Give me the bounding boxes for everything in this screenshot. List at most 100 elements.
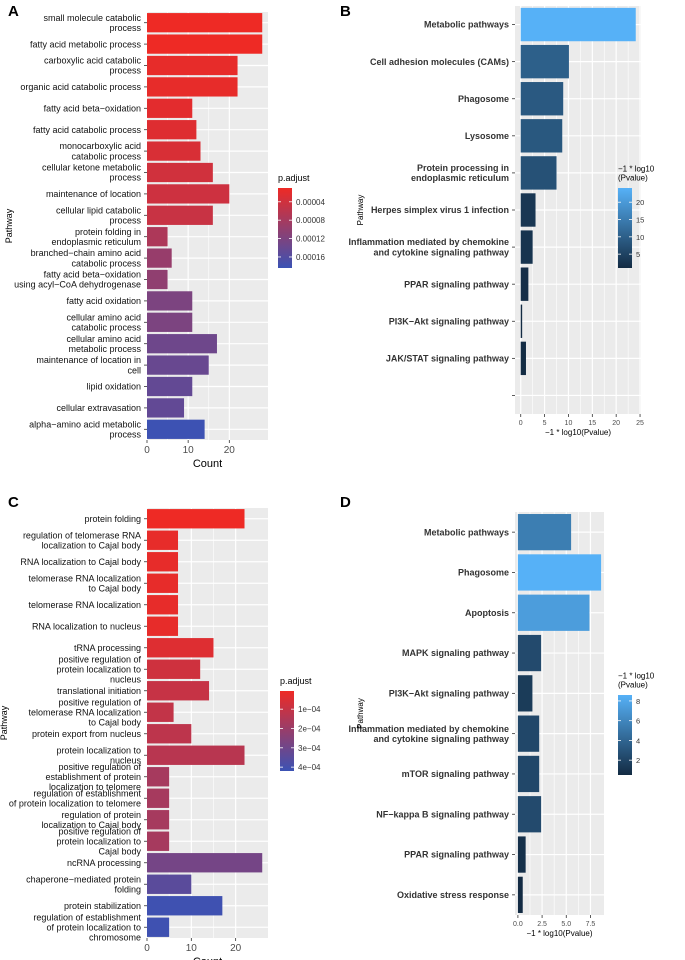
bar [147,638,214,658]
category-label-line: positive regulation of [58,826,141,836]
category-label-line: PPAR signaling pathway [404,850,509,860]
bar [517,675,533,712]
category-label: regulation of establishment of protein lo… [9,788,142,808]
legend-title: p.adjust [278,173,310,183]
category-label: cellular ketone metabolic process [42,163,142,183]
category-label: lipid oxidation [86,382,141,392]
bar [147,205,213,225]
category-label: positive regulation of protein localizati… [56,654,141,684]
category-label-line: Inflammation mediated by chemokine [348,724,509,734]
bar [517,594,590,631]
category-label-line: regulation of telomerase RNA [23,530,141,540]
category-label-line: Lysosome [465,131,509,141]
category-label-line: fatty acid catabolic process [33,125,142,135]
category-label-line: protein localization to [56,664,141,674]
category-label: fatty acid metabolic process [30,39,142,49]
category-label-line: protein folding [84,514,141,524]
bar [147,853,263,873]
category-label: protein stabilization [64,901,141,911]
category-label-line: of protein localization to telomere [9,798,141,808]
legend-colorbar [618,695,632,775]
bar [147,248,172,268]
category-label-line: protein stabilization [64,901,141,911]
bars [147,13,263,439]
category-label: PI3K−Akt signaling pathway [389,689,509,699]
bar [147,269,168,290]
category-label: translational initiation [57,686,141,696]
category-label-line: NF−kappa B signaling pathway [376,809,509,819]
legend-title-line: p.adjust [280,676,312,686]
category-label: fatty acid beta−oxidation using acyl−CoA … [14,270,141,290]
bar [520,156,557,190]
bar [147,227,168,247]
category-label-line: MAPK signaling pathway [402,648,509,658]
category-label: Phagosome [458,568,509,578]
bar [147,745,245,765]
legend-tick-label: 2e−04 [298,724,321,733]
category-label-line: lipid oxidation [86,382,141,392]
category-label-line: using acyl−CoA dehydrogenase [14,280,141,290]
category-label-line: localization to telomere [49,782,141,792]
bar [517,796,542,833]
category-label-line: and cytokine signaling pathway [373,247,509,257]
category-label-line: cellular ketone metabolic [42,163,142,173]
bar [147,810,170,830]
category-label: regulation of establishment of protein lo… [33,912,141,942]
bar [147,595,179,615]
category-label-line: Inflammation mediated by chemokine [348,237,509,247]
plot-background [147,12,268,440]
x-tick-label: 10 [186,943,198,954]
x-axis: 0 10 20 Count [144,938,242,960]
category-label: protein localization to nucleus [56,745,141,765]
category-label-line: PPAR signaling pathway [404,279,509,289]
legend-title-line: (Pvalue) [618,680,648,689]
legend-title-line: (Pvalue) [618,173,648,182]
bar [517,836,526,873]
x-tick-label: 20 [224,445,236,456]
bar [517,715,540,752]
bar [520,230,533,264]
category-label: PI3K−Akt signaling pathway [389,316,509,326]
category-label-line: metabolic process [68,344,141,354]
x-tick-label: 5.0 [561,921,571,928]
x-tick-label: 10 [565,420,573,427]
bar [147,917,170,937]
category-label: mTOR signaling pathway [402,769,509,779]
category-label-line: folding [114,884,141,894]
category-label-line: cellular lipid catabolic [56,205,142,215]
category-label-line: catabolic process [71,151,141,161]
category-label-line: protein localization to [56,745,141,755]
category-label: maintenance of location [46,189,141,199]
category-label-line: Phagosome [458,568,509,578]
category-label-line: cellular amino acid [66,312,141,322]
category-label: PPAR signaling pathway [404,279,509,289]
legend-colorbar [618,188,632,268]
y-axis-title: Pathway [356,698,365,729]
bar [147,702,174,722]
category-label-line: establishment of protein [45,772,141,782]
category-label: branched−chain amino acid catabolic proce… [31,248,142,268]
legend-tick-label: 1e−04 [298,705,321,714]
category-label-line: fatty acid metabolic process [30,39,142,49]
bar [517,634,542,672]
category-label-line: regulation of protein [61,810,141,820]
bar [520,44,569,79]
category-label-line: cellular extravasation [56,403,141,413]
category-label-line: tRNA processing [74,643,141,653]
legend: p.adjust 0.00004 0.00008 0.00012 0.00016 [278,173,325,268]
category-label-line: endoplasmic reticulum [411,173,509,183]
category-label-line: protein export from nucleus [32,729,142,739]
category-labels: protein folding regulation of telomerase … [9,514,147,942]
category-label: organic acid catabolic process [20,82,141,92]
category-label: RNA localization to nucleus [32,621,142,631]
category-label: Inflammation mediated by chemokine and cy… [348,724,509,744]
category-label: cellular extravasation [56,403,141,413]
category-label: fatty acid beta−oxidation [44,103,141,113]
category-label: Inflammation mediated by chemokine and cy… [348,237,509,257]
legend-tick-label: 0.00004 [296,198,325,207]
bar [520,267,529,301]
bar [147,724,192,744]
category-label-line: protein localization to [56,836,141,846]
category-label: carboxylic acid catabolic process [44,56,142,76]
